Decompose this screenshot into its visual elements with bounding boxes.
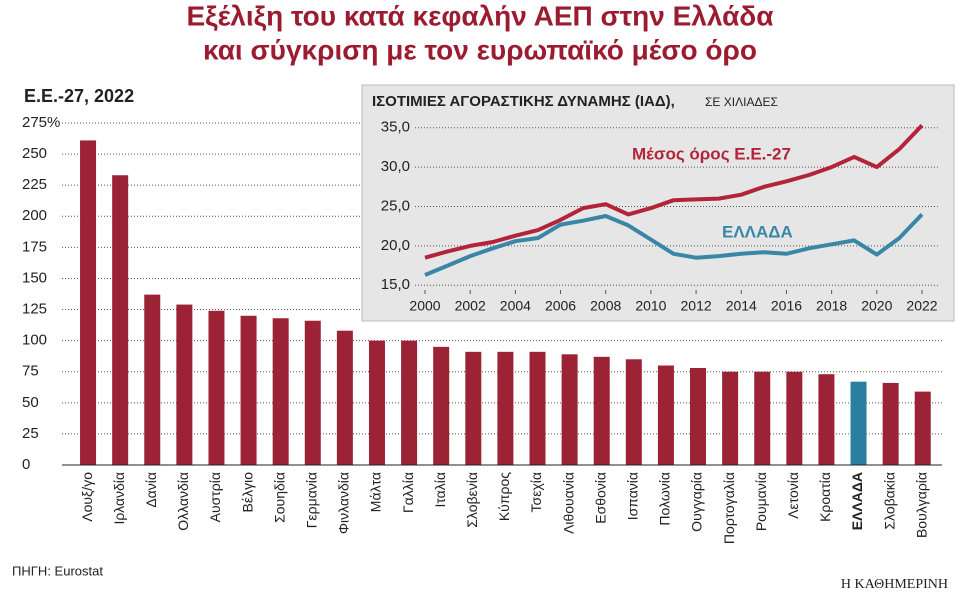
- brand: Η ΚΑΘΗΜΕΡΙΝΗ: [841, 577, 948, 592]
- x-tick-label: 2008: [590, 298, 621, 314]
- y-tick-label: 25,0: [381, 197, 410, 214]
- inset-title: ΙΣΟΤΙΜΙΕΣ ΑΓΟΡΑΣΤΙΚΗΣ ΔΥΝΑΜΗΣ (ΙΑΔ),: [372, 93, 675, 110]
- x-tick-label: Γερμανία: [303, 472, 319, 528]
- bar: [625, 359, 642, 465]
- y-tick-label: 225: [22, 176, 47, 193]
- x-tick-label: Βουλγαρία: [913, 472, 929, 538]
- y-tick-label: 175: [22, 238, 47, 255]
- bar: [80, 140, 97, 466]
- bar: [208, 310, 225, 465]
- x-tick-label: Ισπανία: [625, 472, 641, 520]
- bar: [529, 351, 546, 465]
- bar: [433, 346, 450, 465]
- chart-title: Εξέλιξη του κατά κεφαλήν ΑΕΠ στην Ελλάδα: [186, 0, 773, 31]
- bar: [176, 304, 193, 465]
- x-tick-label: Ιταλία: [432, 472, 448, 508]
- x-tick-label: Βέλγιο: [239, 472, 255, 513]
- bar: [818, 374, 835, 465]
- source: ΠΗΓΗ: Eurostat: [12, 563, 103, 578]
- y-tick-label: 75: [22, 363, 39, 380]
- x-tick-label: Εσθονία: [592, 472, 608, 524]
- x-tick-label: 2020: [861, 298, 892, 314]
- bar: [754, 371, 771, 465]
- line-series: [424, 124, 924, 260]
- x-tick-label: Σουηδία: [271, 472, 287, 523]
- series-label: ΕΛΛΑΔΑ: [722, 222, 793, 241]
- bar: [882, 382, 899, 465]
- x-tick-label: Σλοβακία: [881, 472, 897, 530]
- inset-subtitle: ΣΕ ΧΙΛΙΑΔΕΣ: [705, 95, 778, 109]
- y-tick-label: 25: [22, 425, 39, 442]
- y-tick-label: 200: [22, 207, 47, 224]
- x-tick-label: Κύπρος: [496, 472, 512, 521]
- y-tick-label: 125: [22, 301, 47, 318]
- x-tick-label: Δανία: [143, 472, 159, 508]
- bar: [561, 354, 578, 465]
- bar: [112, 175, 129, 465]
- x-tick-label: Γαλλία: [400, 472, 416, 513]
- y-tick-label: 250: [22, 145, 47, 162]
- x-tick-label: 2016: [771, 298, 802, 314]
- bar: [722, 371, 739, 465]
- x-tick-label: 2004: [500, 298, 531, 314]
- x-tick-label: 2006: [545, 298, 576, 314]
- x-tick-label: 2012: [681, 298, 712, 314]
- x-tick-label: 2014: [726, 298, 757, 314]
- bar: [690, 367, 707, 465]
- bar: [593, 356, 610, 465]
- bar: [144, 294, 161, 465]
- x-tick-label: Ολλανδία: [175, 472, 191, 531]
- x-tick-label: Ουγγαρία: [689, 472, 705, 532]
- bar: [914, 391, 931, 465]
- bar: [850, 381, 867, 465]
- bar: [497, 351, 514, 465]
- x-tick-label: Λουξ/γο: [79, 472, 95, 522]
- bar: [401, 340, 418, 465]
- inset-panel: [361, 84, 955, 322]
- x-tick-label: Τσεχία: [528, 472, 544, 512]
- y-tick-label: 30,0: [381, 158, 410, 175]
- bar: [336, 330, 353, 465]
- line-series: [424, 213, 924, 277]
- bar: [786, 371, 803, 465]
- x-tick-label: 2022: [906, 298, 937, 314]
- x-tick-label: Φινλανδία: [336, 472, 352, 534]
- bar: [657, 365, 674, 465]
- y-tick-label: 20,0: [381, 237, 410, 254]
- x-tick-label: 2002: [455, 298, 486, 314]
- bar: [240, 315, 257, 465]
- x-tick-label: Αυστρία: [207, 472, 223, 522]
- x-tick-label: ΕΛΛΑΔΑ: [849, 472, 865, 530]
- x-tick-label: Λετονία: [785, 472, 801, 519]
- series-label: Μέσος όρος Ε.Ε.-27: [632, 144, 791, 163]
- x-tick-label: 2010: [635, 298, 666, 314]
- y-tick-label: 0: [22, 456, 30, 473]
- y-tick-label: 100: [22, 332, 47, 349]
- x-tick-label: 2018: [816, 298, 847, 314]
- chart-subtitle: Ε.Ε.-27, 2022: [24, 86, 134, 106]
- chart-title: και σύγκριση με τον ευρωπαϊκό μέσο όρο: [203, 34, 757, 65]
- y-tick-label: 50: [22, 394, 39, 411]
- x-tick-label: Μάλτα: [368, 472, 384, 512]
- x-tick-label: Λιθουανία: [560, 472, 576, 534]
- y-tick-label: 15,0: [381, 276, 410, 293]
- x-tick-label: Ρουμανία: [753, 472, 769, 531]
- x-tick-label: 2000: [409, 298, 440, 314]
- x-tick-label: Πολωνία: [657, 472, 673, 526]
- x-tick-label: Σλοβενία: [464, 472, 480, 528]
- x-tick-label: Ιρλανδία: [111, 472, 127, 524]
- bar: [272, 318, 289, 465]
- y-tick-label: 35,0: [381, 119, 410, 136]
- y-tick-label: 275%: [22, 114, 60, 131]
- bar: [304, 320, 321, 465]
- y-tick-label: 150: [22, 269, 47, 286]
- bar: [465, 351, 482, 465]
- x-tick-label: Πορτογαλία: [721, 472, 737, 544]
- bar: [368, 340, 385, 465]
- x-tick-label: Κροατία: [817, 472, 833, 522]
